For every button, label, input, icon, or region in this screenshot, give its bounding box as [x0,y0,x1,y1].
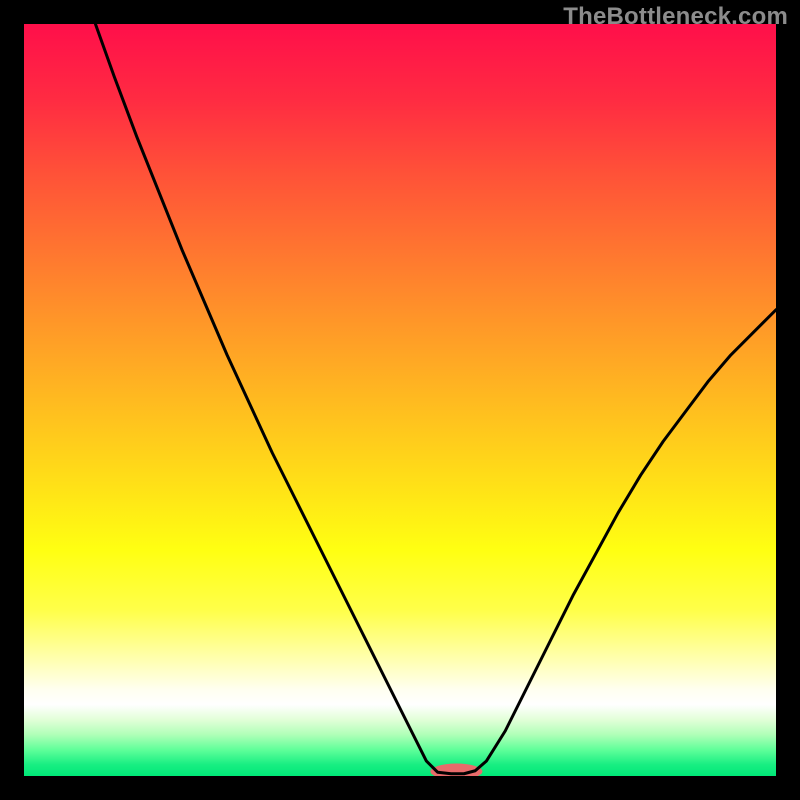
chart-svg [24,24,776,776]
chart-plot-area [24,24,776,776]
